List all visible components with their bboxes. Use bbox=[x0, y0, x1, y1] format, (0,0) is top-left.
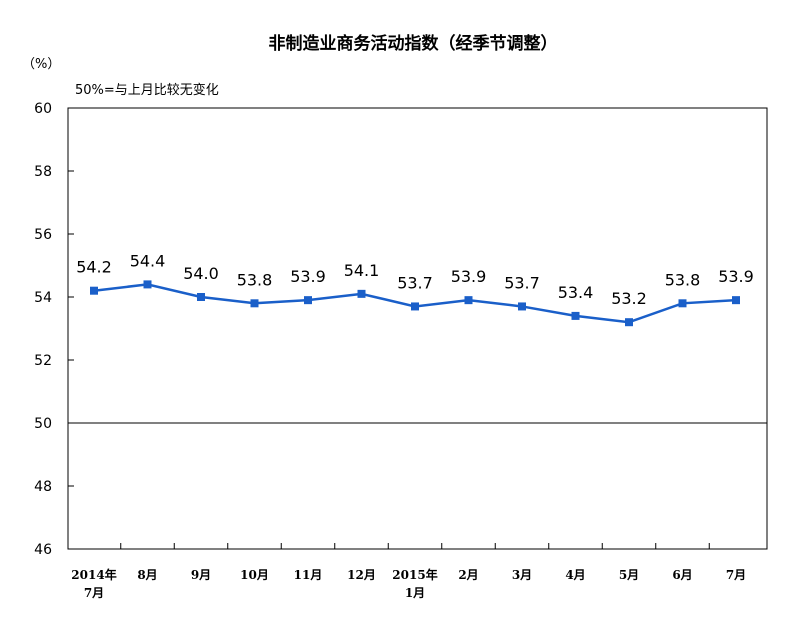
x-axis: 2014年 7月 8月 9月 10月 11月 12月 2015年 1月 2月 3月 4月 5月 6月 7月 bbox=[71, 543, 746, 600]
data-point bbox=[304, 296, 312, 305]
y-tick-label: 56 bbox=[34, 227, 52, 243]
data-label: 53.7 bbox=[504, 273, 540, 292]
chart-note: 50%=与上月比较无变化 bbox=[75, 82, 219, 98]
y-tick-label: 46 bbox=[34, 542, 52, 558]
data-point bbox=[197, 293, 205, 301]
y-tick-label: 58 bbox=[34, 164, 52, 180]
x-tick-label: 10月 bbox=[240, 568, 269, 582]
y-axis: 60 58 56 54 52 50 48 46 bbox=[34, 101, 74, 558]
data-point bbox=[625, 318, 633, 327]
data-label: 54.4 bbox=[130, 251, 166, 270]
x-tick-label: 7月 bbox=[84, 586, 104, 600]
data-label: 53.8 bbox=[665, 270, 701, 289]
data-point bbox=[678, 299, 687, 308]
data-label: 54.2 bbox=[76, 258, 112, 277]
y-tick-label: 48 bbox=[34, 479, 52, 495]
plot-frame bbox=[67, 107, 768, 550]
x-tick-label: 2014年 bbox=[71, 567, 116, 582]
data-label: 53.9 bbox=[451, 267, 487, 286]
data-point bbox=[571, 311, 580, 320]
data-label: 53.2 bbox=[611, 289, 647, 308]
data-labels: 54.2 54.4 54.0 53.8 53.9 54.1 53.7 53.9 53.7 53.4… bbox=[76, 251, 754, 308]
data-label: 53.9 bbox=[718, 267, 754, 286]
x-tick-label: 9月 bbox=[191, 568, 211, 582]
chart-title: 非制造业商务活动指数（经季节调整） bbox=[269, 33, 558, 54]
data-point bbox=[250, 299, 259, 308]
data-point bbox=[143, 280, 152, 289]
x-tick-label: 8月 bbox=[137, 568, 157, 582]
x-tick-label: 4月 bbox=[565, 568, 585, 582]
y-tick-label: 52 bbox=[34, 353, 52, 369]
x-tick-label: 3月 bbox=[512, 568, 532, 582]
data-point bbox=[357, 289, 366, 298]
x-tick-label: 2015年 bbox=[392, 567, 437, 582]
data-label: 53.9 bbox=[290, 267, 326, 286]
data-label: 53.7 bbox=[397, 273, 433, 292]
x-tick-label: 12月 bbox=[347, 568, 376, 582]
y-axis-unit: （%） bbox=[22, 57, 60, 72]
data-point bbox=[732, 296, 740, 305]
x-tick-label: 2月 bbox=[458, 568, 478, 582]
y-tick-label: 50 bbox=[34, 416, 52, 432]
y-tick-label: 54 bbox=[34, 290, 52, 306]
data-label: 54.0 bbox=[183, 264, 219, 283]
data-point bbox=[90, 286, 98, 295]
data-label: 53.8 bbox=[237, 270, 273, 289]
data-label: 54.1 bbox=[344, 261, 380, 280]
x-tick-label: 6月 bbox=[672, 568, 692, 582]
data-point bbox=[464, 296, 473, 305]
x-tick-label: 11月 bbox=[294, 568, 323, 582]
data-label: 53.4 bbox=[558, 283, 594, 302]
x-tick-label: 7月 bbox=[726, 568, 746, 582]
series-line-group bbox=[90, 280, 740, 327]
x-tick-label: 5月 bbox=[619, 568, 639, 582]
x-tick-label: 1月 bbox=[405, 586, 425, 600]
y-tick-label: 60 bbox=[34, 101, 52, 117]
data-point bbox=[518, 302, 526, 311]
data-point bbox=[411, 302, 419, 311]
